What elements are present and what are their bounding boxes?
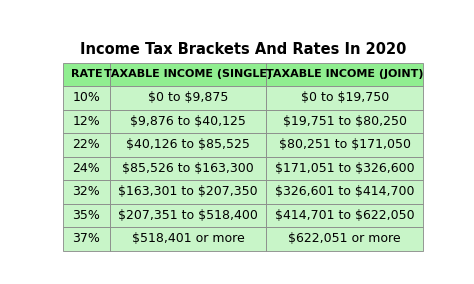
- Text: $40,126 to $85,525: $40,126 to $85,525: [126, 138, 250, 151]
- Text: RATE: RATE: [71, 69, 102, 79]
- Bar: [266, 204, 423, 227]
- Text: $80,251 to $171,050: $80,251 to $171,050: [279, 138, 410, 151]
- Bar: [63, 86, 109, 110]
- Text: 22%: 22%: [73, 138, 100, 151]
- Bar: [63, 156, 109, 180]
- Bar: [266, 227, 423, 250]
- Bar: [109, 133, 266, 156]
- Text: 35%: 35%: [73, 209, 100, 222]
- Text: 24%: 24%: [73, 162, 100, 175]
- Text: TAXABLE INCOME (JOINT): TAXABLE INCOME (JOINT): [266, 69, 423, 79]
- Text: 32%: 32%: [73, 185, 100, 198]
- Text: 10%: 10%: [73, 91, 100, 104]
- Text: 12%: 12%: [73, 115, 100, 128]
- Bar: [266, 156, 423, 180]
- Bar: [109, 86, 266, 110]
- Text: 37%: 37%: [73, 232, 100, 245]
- Text: $163,301 to $207,350: $163,301 to $207,350: [118, 185, 258, 198]
- Text: Income Tax Brackets And Rates In 2020: Income Tax Brackets And Rates In 2020: [80, 42, 406, 57]
- Bar: [63, 227, 109, 250]
- Text: $518,401 or more: $518,401 or more: [132, 232, 245, 245]
- Text: TAXABLE INCOME (SINGLE): TAXABLE INCOME (SINGLE): [104, 69, 272, 79]
- Bar: [266, 110, 423, 133]
- Bar: [266, 133, 423, 156]
- Bar: [266, 86, 423, 110]
- Bar: [266, 62, 423, 86]
- Bar: [63, 204, 109, 227]
- Text: $414,701 to $622,050: $414,701 to $622,050: [275, 209, 414, 222]
- Text: $9,876 to $40,125: $9,876 to $40,125: [130, 115, 246, 128]
- Bar: [63, 133, 109, 156]
- Text: $85,526 to $163,300: $85,526 to $163,300: [122, 162, 254, 175]
- Text: $0 to $19,750: $0 to $19,750: [301, 91, 389, 104]
- Bar: [63, 180, 109, 204]
- Bar: [109, 204, 266, 227]
- Text: $19,751 to $80,250: $19,751 to $80,250: [283, 115, 407, 128]
- Bar: [109, 227, 266, 250]
- Bar: [109, 62, 266, 86]
- Bar: [266, 180, 423, 204]
- Text: $326,601 to $414,700: $326,601 to $414,700: [275, 185, 414, 198]
- Bar: [109, 110, 266, 133]
- Text: $622,051 or more: $622,051 or more: [288, 232, 401, 245]
- Text: $171,051 to $326,600: $171,051 to $326,600: [275, 162, 414, 175]
- Bar: [109, 180, 266, 204]
- Text: $207,351 to $518,400: $207,351 to $518,400: [118, 209, 258, 222]
- Bar: [63, 110, 109, 133]
- Bar: [109, 156, 266, 180]
- Bar: [63, 62, 109, 86]
- Text: $0 to $9,875: $0 to $9,875: [148, 91, 228, 104]
